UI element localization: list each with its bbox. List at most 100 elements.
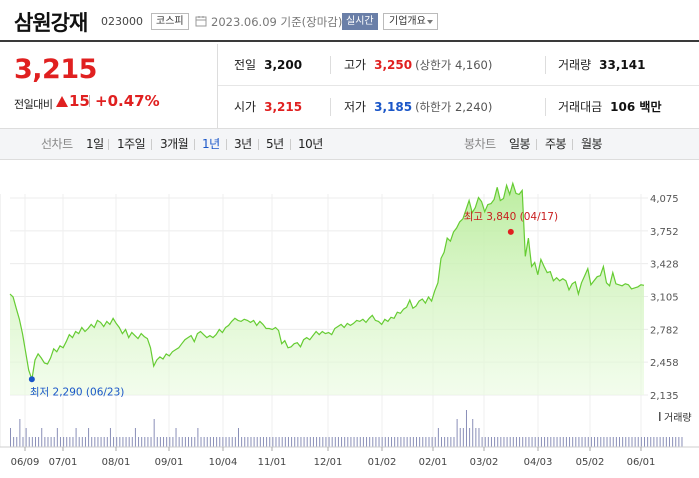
metric-prev-close: 전일 3,200 [234,44,302,86]
metric-value: 3,250 [374,58,413,72]
volume-bar [472,419,474,447]
divider [258,139,259,150]
volume-bar [528,437,530,447]
volume-bar [422,437,424,447]
y-tick-label: 3,105 [650,293,679,304]
volume-bar [59,437,61,447]
volume-bar [10,428,11,447]
divider [151,139,152,150]
chart-period-tabs: 선차트 1일 1주일 3개월 1년 3년 5년 10년 봉차트 일봉 주봉 월봉 [0,128,699,160]
volume-bar [28,437,30,447]
volume-bar [197,428,199,447]
volume-bar [275,437,277,447]
tab-3y[interactable]: 3년 [234,137,252,151]
metric-value: 3,215 [264,100,303,114]
volume-bar [565,437,567,447]
volume-bar [244,437,246,447]
volume-bars [10,410,683,447]
volume-bar [319,437,321,447]
volume-bar [547,437,549,447]
volume-bar [347,437,349,447]
tab-daily[interactable]: 일봉 [509,137,531,151]
volume-bar [309,437,311,447]
volume-bar [465,410,467,447]
metric-label: 전일 [234,58,257,72]
volume-bar [387,437,389,447]
volume-bar [341,437,343,447]
tab-5y[interactable]: 5년 [266,137,284,151]
metric-value: 3,185 [374,100,413,114]
volume-bar [141,437,143,447]
volume-bar [253,437,255,447]
min-annotation: 최저 2,290 (06/23) [30,386,125,398]
y-tick-label: 3,752 [650,227,679,238]
volume-bar [612,437,614,447]
volume-bar [622,437,624,447]
volume-bar [300,437,302,447]
divider [536,139,537,150]
volume-bar [56,428,58,447]
volume-bar [581,437,583,447]
candle-chart-label: 봉차트 [464,137,496,151]
x-tick-label: 06/01 [627,457,656,468]
volume-bar [291,437,293,447]
y-tick-label: 2,782 [650,325,679,336]
market-badge: 코스피 [151,13,189,30]
company-overview-dropdown[interactable]: 기업개요 [383,13,438,30]
volume-bar [69,437,71,447]
volume-bar [259,437,261,447]
volume-bar [72,437,74,447]
volume-bar [625,437,627,447]
divider [89,95,90,107]
volume-bar [234,437,236,447]
volume-bar [97,437,99,447]
volume-bar [19,419,21,447]
volume-bar [475,428,477,447]
realtime-button[interactable]: 실시간 [342,13,378,30]
volume-bar [434,437,436,447]
tab-1d[interactable]: 1일 [86,137,104,151]
volume-bar [16,437,18,447]
tab-weekly[interactable]: 주봉 [545,137,567,151]
volume-bar [484,437,486,447]
price-chart-svg[interactable]: 4,075 3,752 3,428 3,105 2,782 2,458 2,135 06/0… [0,160,699,474]
volume-bar [459,428,461,447]
metric-value: 106 백만 [610,100,662,114]
change-rate: +0.47% [95,92,160,110]
metric-sub: (하한가 2,240) [415,100,493,114]
metrics-row: 시가 3,215 저가 3,185 (하한가 2,240) 거래대금 106 백만 [218,86,699,128]
volume-bar [134,428,136,447]
x-axis: 06/09 07/01 08/01 09/01 10/04 11/01 12/01 01/02… [0,446,699,468]
tab-monthly[interactable]: 월봉 [581,137,603,151]
tab-1w[interactable]: 1주일 [117,137,146,151]
max-annotation: 최고 3,840 (04/17) [464,211,559,223]
y-tick-label: 4,075 [650,194,679,205]
metric-volume: 거래량 33,141 [558,44,645,86]
volume-bar [447,437,449,447]
volume-bar [66,437,68,447]
volume-bar [344,437,346,447]
tab-1y[interactable]: 1년 [202,137,220,151]
volume-bar [506,437,508,447]
volume-bar [606,437,608,447]
volume-bar [206,437,208,447]
tab-10y[interactable]: 10년 [298,137,323,151]
volume-bar [84,437,86,447]
volume-bar [356,437,358,447]
change-label: 전일대비 [14,98,53,111]
metric-label: 거래대금 [558,100,603,114]
volume-bar [247,437,249,447]
tab-3m[interactable]: 3개월 [160,137,189,151]
volume-bar [331,437,333,447]
volume-bar [353,437,355,447]
volume-bar [659,437,661,447]
volume-bar [306,437,308,447]
volume-bar [125,437,127,447]
x-tick-label: 12/01 [314,457,343,468]
volume-bar [13,437,15,447]
x-tick-label: 10/04 [209,457,238,468]
metric-label: 고가 [344,58,367,72]
base-date: 2023.06.09 기준(장마감) [211,15,343,29]
volume-bar [412,437,414,447]
volume-bar [184,437,186,447]
